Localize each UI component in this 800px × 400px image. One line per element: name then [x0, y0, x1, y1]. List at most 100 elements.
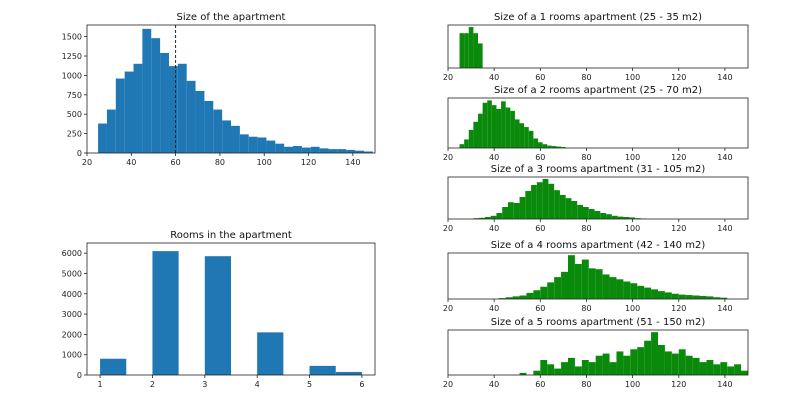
x-tick-label: 2	[150, 380, 155, 389]
histogram-bar	[720, 362, 728, 375]
histogram-bar	[611, 215, 618, 219]
histogram-bar	[459, 33, 465, 68]
x-tick-label: 4	[255, 380, 260, 389]
histogram-bar	[248, 136, 258, 153]
histogram-bar	[637, 285, 645, 299]
histogram-bar	[617, 216, 624, 219]
histogram-bar	[548, 183, 555, 219]
histogram-bar	[533, 138, 538, 148]
histogram-bar	[363, 151, 373, 153]
x-tick-label: 3	[202, 380, 207, 389]
histogram-bar	[519, 372, 527, 375]
histogram-bar	[213, 109, 223, 153]
x-tick-label: 100	[625, 224, 640, 233]
histogram-bar	[328, 149, 338, 153]
histogram-bar	[487, 100, 492, 148]
histogram-bar	[644, 287, 652, 299]
x-tick-label: 100	[625, 304, 640, 313]
axes-frame	[447, 24, 749, 69]
y-tick-label: 3000	[62, 310, 82, 319]
histogram-bar	[152, 251, 179, 375]
histogram-bar	[459, 144, 465, 148]
histogram-bar	[727, 366, 735, 375]
histogram-bar	[160, 52, 169, 153]
histogram-bar	[547, 364, 555, 375]
histogram-bar	[594, 211, 601, 219]
histogram-bar	[600, 213, 607, 219]
x-tick-label: 80	[581, 380, 591, 389]
histogram-bar	[692, 295, 700, 299]
histogram-bar	[319, 148, 329, 153]
histogram-bar	[491, 105, 497, 148]
chart-title: Size of a 3 rooms apartment (31 - 105 m2…	[491, 164, 706, 175]
histogram-bar	[519, 295, 527, 299]
histogram-bar	[514, 119, 520, 148]
histogram-bar	[222, 120, 231, 153]
histogram-bar	[257, 332, 284, 375]
histogram-bar	[526, 292, 534, 299]
histogram-bar	[734, 364, 742, 375]
histogram-bar	[583, 207, 589, 219]
histogram-bar	[588, 362, 596, 375]
x-tick-label: 40	[489, 224, 499, 233]
histogram-bar	[204, 101, 214, 153]
x-tick-label: 60	[535, 73, 545, 82]
histogram-bar	[524, 127, 529, 148]
histogram-bar	[547, 282, 555, 299]
histogram-bar	[204, 256, 231, 375]
histogram-bar	[482, 102, 488, 148]
histogram-bar	[106, 109, 116, 153]
histogram-bar	[664, 292, 672, 299]
histogram-bar	[538, 142, 543, 148]
axes-frame	[447, 329, 749, 376]
histogram-bar	[595, 269, 603, 299]
histogram-bar	[195, 90, 205, 153]
histogram-bar	[479, 217, 485, 219]
histogram-bar	[502, 207, 508, 219]
histogram-bar	[561, 147, 566, 148]
histogram-bar	[498, 298, 506, 299]
histogram-bar	[574, 263, 582, 299]
x-tick-label: 6	[359, 380, 364, 389]
histogram-bar	[168, 66, 178, 153]
histogram-bar	[606, 214, 612, 219]
histogram-bar	[629, 217, 635, 219]
x-tick-label: 40	[489, 153, 499, 162]
x-tick-label: 1	[98, 380, 103, 389]
histogram-bar	[720, 297, 728, 299]
histogram-bar	[468, 27, 474, 68]
histogram-bar	[713, 297, 721, 299]
y-tick-label: 6000	[62, 249, 82, 258]
histogram-bar	[685, 295, 693, 299]
histogram-bar	[337, 149, 347, 153]
x-tick-label: 40	[489, 380, 499, 389]
x-tick-label: 20	[443, 73, 453, 82]
histogram-bar	[501, 101, 506, 148]
histogram-bar	[468, 129, 474, 148]
histogram-bar	[309, 365, 336, 375]
histogram-bar	[571, 201, 578, 219]
x-tick-label: 120	[671, 380, 686, 389]
chart-title: Rooms in the apartment	[170, 230, 292, 241]
histogram-bar	[595, 355, 603, 375]
y-tick-label: 4000	[62, 290, 82, 299]
chart-panel-2: 1 2 3 4 5 6 0 1000 2000 3000 4000 5000 6000 Rooms in …	[62, 230, 376, 389]
histogram-bar	[464, 33, 469, 68]
chart-title: Size of a 1 rooms apartment (25 - 35 m2)	[494, 12, 702, 23]
histogram-bar	[554, 190, 560, 219]
histogram-bar	[671, 293, 679, 299]
histogram-bar	[186, 80, 196, 153]
histogram-bar	[355, 150, 364, 153]
histogram-bar	[616, 351, 624, 375]
histogram-bar	[505, 107, 511, 148]
histogram-bar	[519, 123, 525, 148]
histogram-bar	[699, 295, 707, 299]
x-tick-label: 20	[443, 380, 453, 389]
histogram-bar	[678, 294, 686, 299]
histogram-bar	[473, 33, 478, 68]
histogram-bar	[239, 134, 249, 153]
histogram-bar	[581, 259, 589, 299]
histogram-bar	[100, 358, 127, 375]
y-tick-label: 500	[67, 110, 82, 119]
histogram-bar	[484, 217, 491, 219]
